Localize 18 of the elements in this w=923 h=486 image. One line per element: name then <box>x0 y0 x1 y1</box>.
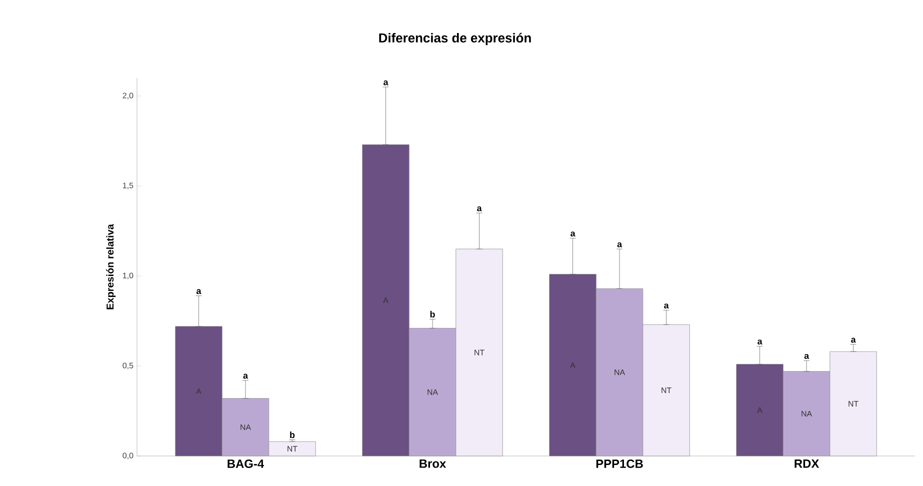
x-tick-label: BAG-4 <box>228 460 264 468</box>
annotation: a <box>570 232 576 236</box>
annotation: a <box>851 338 856 343</box>
y-axis-title: Expresión relativa <box>106 224 116 310</box>
annotation: b <box>290 432 295 438</box>
annotation: a <box>196 289 202 294</box>
x-tick-label: Brox <box>420 460 446 468</box>
chart-title: Diferencias de expresión <box>379 32 531 46</box>
annotation: a <box>804 354 810 359</box>
annotation: b <box>430 310 435 318</box>
annotation: a <box>617 242 622 248</box>
annotation: a <box>384 80 388 86</box>
x-tick-label: RDX <box>794 460 820 468</box>
annotation: a <box>758 340 762 344</box>
annotation: a <box>477 206 482 212</box>
annotation: a <box>664 304 669 308</box>
annotation: a <box>243 374 248 379</box>
x-tick-label: PPP1CB <box>596 460 643 468</box>
